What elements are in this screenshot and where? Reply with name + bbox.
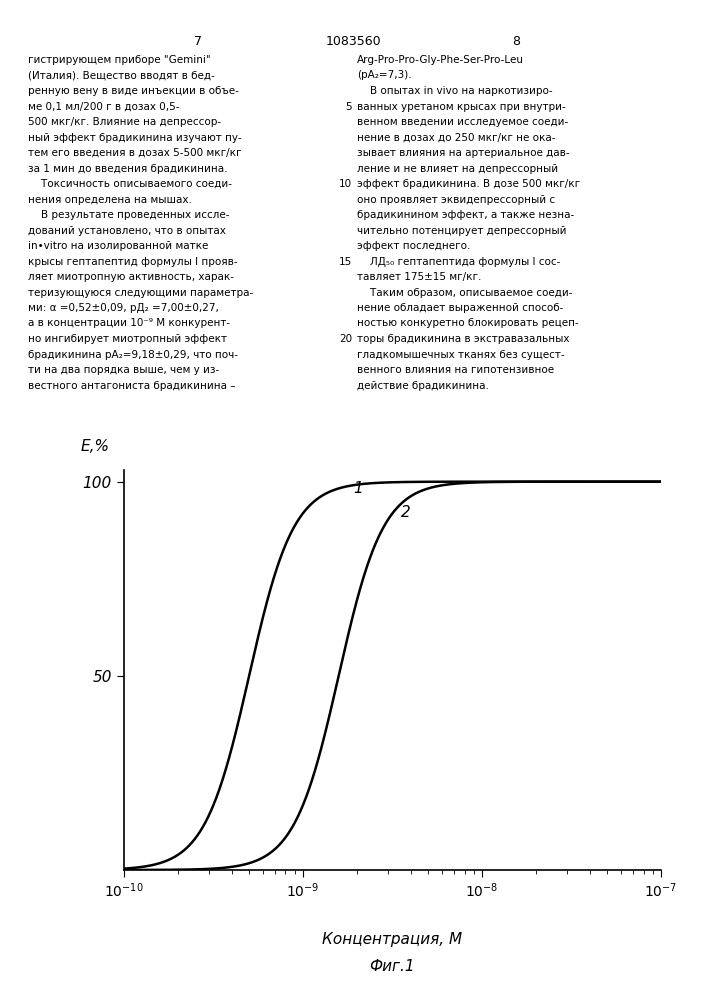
Text: 10: 10 [339,179,352,189]
Text: венного влияния на гипотензивное: венного влияния на гипотензивное [357,365,554,375]
Text: зывает влияния на артериальное дав-: зывает влияния на артериальное дав- [357,148,570,158]
Text: ляет миотропную активность, харак-: ляет миотропную активность, харак- [28,272,234,282]
Text: гладкомышечных тканях без сущест-: гладкомышечных тканях без сущест- [357,350,565,360]
Text: (Италия). Вещество вводят в бед-: (Италия). Вещество вводят в бед- [28,70,215,81]
Text: тем его введения в дозах 5-500 мкг/кг: тем его введения в дозах 5-500 мкг/кг [28,148,242,158]
Text: вестного антагониста брадикинина –: вестного антагониста брадикинина – [28,381,235,391]
Text: гистрирующем приборе "Gemini": гистрирующем приборе "Gemini" [28,55,211,65]
Text: ный эффект брадикинина изучают пу-: ный эффект брадикинина изучают пу- [28,133,242,143]
Text: 15: 15 [339,257,352,267]
Text: чительно потенцирует депрессорный: чительно потенцирует депрессорный [357,226,566,235]
Text: Концентрация, М: Концентрация, М [322,932,462,947]
Text: теризующуюся следующими параметра-: теризующуюся следующими параметра- [28,288,254,298]
Text: оно проявляет эквидепрессорный с: оно проявляет эквидепрессорный с [357,195,555,205]
Text: 500 мкг/кг. Влияние на депрессор-: 500 мкг/кг. Влияние на депрессор- [28,117,221,127]
Text: ление и не влияет на депрессорный: ление и не влияет на депрессорный [357,164,558,174]
Text: нения определена на мышах.: нения определена на мышах. [28,195,192,205]
Text: ти на два порядка выше, чем у из-: ти на два порядка выше, чем у из- [28,365,220,375]
Text: ренную вену в виде инъекции в объе-: ренную вену в виде инъекции в объе- [28,86,239,96]
Text: 5: 5 [346,102,352,111]
Text: ми: α =0,52±0,09, рД₂ =7,00±0,27,: ми: α =0,52±0,09, рД₂ =7,00±0,27, [28,303,219,313]
Text: Arg-Pro-Pro-Gly-Phe-Ser-Pro-Leu: Arg-Pro-Pro-Gly-Phe-Ser-Pro-Leu [357,55,524,65]
Text: действие брадикинина.: действие брадикинина. [357,381,489,391]
Text: а в концентрации 10⁻⁹ М конкурент-: а в концентрации 10⁻⁹ М конкурент- [28,318,230,328]
Text: торы брадикинина в экстравазальных: торы брадикинина в экстравазальных [357,334,570,344]
Text: ванных уретаном крысах при внутри-: ванных уретаном крысах при внутри- [357,102,566,111]
Text: Фиг.1: Фиг.1 [370,959,415,974]
Text: 1083560: 1083560 [326,35,381,48]
Text: брадикинином эффект, а также незна-: брадикинином эффект, а также незна- [357,210,574,220]
Text: ме 0,1 мл/200 г в дозах 0,5-: ме 0,1 мл/200 г в дозах 0,5- [28,102,180,111]
Text: Токсичность описываемого соеди-: Токсичность описываемого соеди- [28,179,233,189]
Text: 1: 1 [353,481,363,496]
Text: но ингибирует миотропный эффект: но ингибирует миотропный эффект [28,334,227,344]
Text: венном введении исследуемое соеди-: венном введении исследуемое соеди- [357,117,568,127]
Text: В опытах in vivo на наркотизиро-: В опытах in vivo на наркотизиро- [357,86,553,96]
Text: 20: 20 [339,334,352,344]
Text: 8: 8 [512,35,520,48]
Text: in•vitro на изолированной матке: in•vitro на изолированной матке [28,241,209,251]
Text: дований установлено, что в опытах: дований установлено, что в опытах [28,226,226,235]
Text: эффект брадикинина. В дозе 500 мкг/кг: эффект брадикинина. В дозе 500 мкг/кг [357,179,580,189]
Text: нение в дозах до 250 мкг/кг не ока-: нение в дозах до 250 мкг/кг не ока- [357,133,556,143]
Text: Таким образом, описываемое соеди-: Таким образом, описываемое соеди- [357,288,573,298]
Text: В результате проведенных иссле-: В результате проведенных иссле- [28,210,230,220]
Text: E,%: E,% [81,439,110,454]
Text: 2: 2 [402,505,411,520]
Text: нение обладает выраженной способ-: нение обладает выраженной способ- [357,303,563,313]
Text: за 1 мин до введения брадикинина.: за 1 мин до введения брадикинина. [28,164,228,174]
Text: эффект последнего.: эффект последнего. [357,241,470,251]
Text: крысы гептапептид формулы I прояв-: крысы гептапептид формулы I прояв- [28,257,238,267]
Text: тавляет 175±15 мг/кг.: тавляет 175±15 мг/кг. [357,272,481,282]
Text: (рА₂=7,3).: (рА₂=7,3). [357,70,411,81]
Text: брадикинина рА₂=9,18±0,29, что поч-: брадикинина рА₂=9,18±0,29, что поч- [28,350,238,360]
Text: ностью конкуретно блокировать рецеп-: ностью конкуретно блокировать рецеп- [357,318,579,328]
Text: ЛД₅₀ гептапептида формулы I сос-: ЛД₅₀ гептапептида формулы I сос- [357,257,561,267]
Text: 7: 7 [194,35,202,48]
